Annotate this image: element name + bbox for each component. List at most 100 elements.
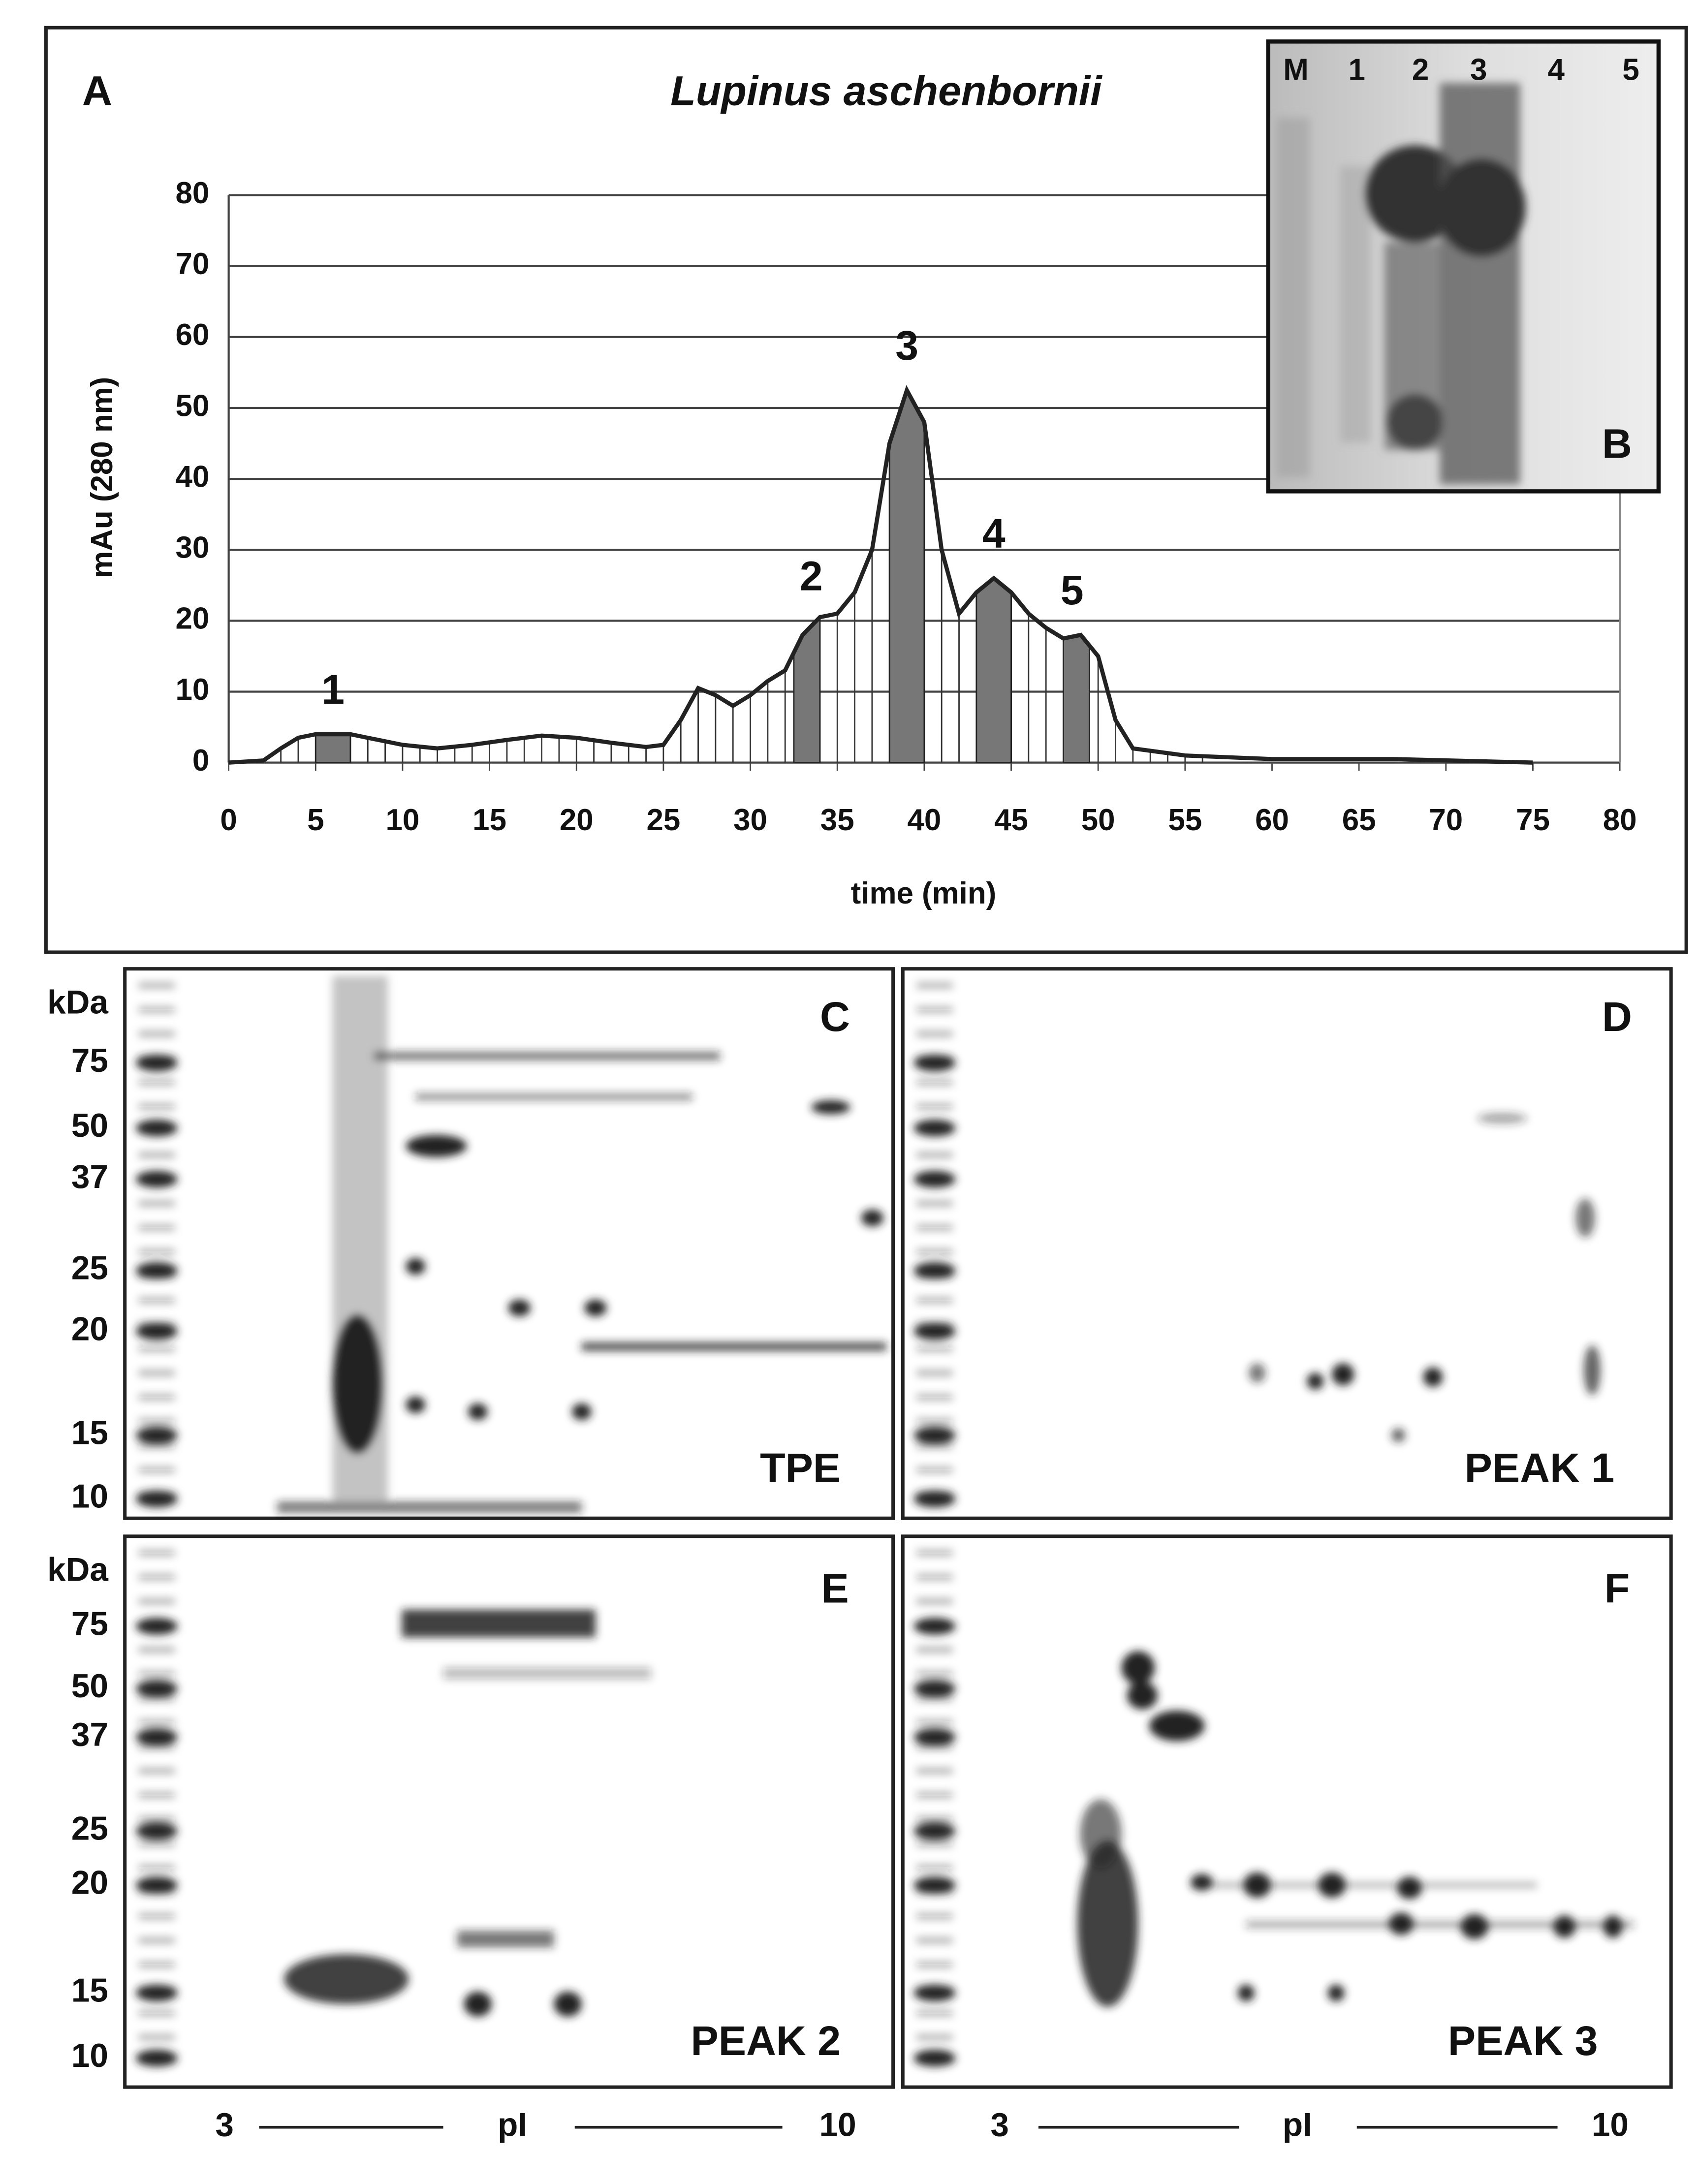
unit-label: kDa [47, 984, 108, 1021]
x-tick-label: 70 [1429, 803, 1463, 837]
ladder-band [916, 1103, 953, 1110]
pi-label: pI [1283, 2107, 1312, 2144]
ladder-band [138, 1442, 175, 1449]
ladder-band [916, 1550, 953, 1556]
marker-label: 25 [71, 1810, 108, 1847]
ladder-band [916, 1719, 953, 1725]
ladder-band [138, 1598, 175, 1604]
panel-label: A [82, 68, 112, 114]
ladder-band [138, 1744, 175, 1749]
ladder-band [913, 1490, 956, 1507]
pi-end: 10 [819, 2107, 856, 2144]
ladder-band [916, 1346, 953, 1352]
y-tick-label: 30 [175, 531, 209, 565]
ladder-band [916, 1297, 953, 1303]
ladder-band [136, 1171, 178, 1188]
marker-label: 10 [71, 1478, 108, 1515]
gel-sample-label: PEAK 3 [1448, 2018, 1598, 2064]
ladder-band [136, 1728, 178, 1746]
ladder-band [138, 1346, 175, 1352]
ladder-band [913, 1728, 956, 1746]
lane-label: 3 [1470, 53, 1487, 87]
pi-label: pI [498, 2107, 527, 2144]
ladder-band [916, 982, 953, 989]
ladder-band [916, 1937, 953, 1943]
lane-label: 5 [1622, 53, 1639, 87]
ladder-band [138, 1768, 175, 1774]
ladder-band [916, 1841, 953, 1846]
peak-label: 3 [895, 322, 918, 369]
ladder-band [916, 1007, 953, 1013]
ladder-band [138, 1792, 175, 1798]
ladder-band [138, 1816, 175, 1822]
ladder-band [138, 982, 175, 989]
y-tick-label: 10 [175, 673, 209, 707]
ladder-band [913, 1262, 956, 1279]
x-tick-label: 75 [1516, 803, 1550, 837]
ladder-band [138, 2034, 175, 2040]
ladder-band [916, 1816, 953, 1822]
marker-label: 75 [71, 1042, 108, 1079]
gel-labels: kDa 75 50 37 25 20 15 10 kDa 75 50 37 25 20 15 10 C TPE D P… [47, 984, 1632, 2144]
gel-panel-label: E [821, 1565, 849, 1612]
y-tick-label: 70 [175, 247, 209, 281]
x-tick-label: 60 [1255, 803, 1289, 837]
marker-label: 75 [71, 1605, 108, 1642]
ladder-band [916, 1418, 953, 1424]
gel-bands [1276, 83, 1526, 485]
ladder-band [138, 1418, 175, 1424]
ladder-band [138, 1224, 175, 1231]
x-axis-label: time (min) [851, 876, 997, 910]
ladder-band [136, 1262, 178, 1279]
inset-gel: B [1266, 39, 1661, 494]
ladder-band [136, 1490, 178, 1507]
peak-label: 4 [982, 510, 1006, 557]
y-tick-label: 0 [192, 744, 209, 778]
ladder-band [138, 1937, 175, 1943]
ladder-band [913, 1171, 956, 1188]
ladder-band [138, 1031, 175, 1037]
x-tick-label: 10 [386, 803, 420, 837]
x-tick-label: 35 [820, 803, 854, 837]
ladder-band [916, 1695, 953, 1701]
ladder-band [138, 1103, 175, 1110]
x-tick-label: 20 [560, 803, 594, 837]
marker-label: 37 [71, 1716, 108, 1753]
ladder-band [916, 1442, 953, 1449]
ladder-band [916, 1200, 953, 1207]
fraction-shade [888, 388, 925, 764]
x-tick-label: 0 [220, 803, 237, 837]
ladder-band [136, 1985, 178, 2001]
marker-label: 50 [71, 1107, 108, 1144]
ladder-band [138, 2010, 175, 2016]
ladder-band [916, 1574, 953, 1580]
gel-panel-label: D [1602, 994, 1632, 1040]
x-tick-label: 50 [1081, 803, 1115, 837]
marker-label: 37 [71, 1158, 108, 1195]
y-tick-label: 20 [175, 602, 209, 636]
ladder-band [916, 1865, 953, 1871]
marker-ladder [136, 982, 956, 2066]
ladder-band [138, 1467, 175, 1473]
ladder-band [916, 1962, 953, 1967]
marker-label: 50 [71, 1668, 108, 1705]
ladder-band [138, 1249, 175, 1255]
ladder-band [138, 1394, 175, 1400]
ladder-band [916, 1768, 953, 1774]
fraction-shade [793, 615, 821, 764]
x-tick-label: 25 [646, 803, 680, 837]
ladder-band [138, 1007, 175, 1013]
marker-label: 25 [71, 1250, 108, 1287]
ladder-band [136, 2050, 178, 2066]
ladder-band [138, 1200, 175, 1207]
ladder-band [138, 1152, 175, 1158]
ladder-band [138, 1370, 175, 1376]
ladder-band [913, 1323, 956, 1340]
ladder-band [913, 2050, 956, 2066]
peak-label: 1 [321, 666, 345, 713]
y-axis-label: mAu (280 nm) [85, 377, 119, 578]
peak-label: 2 [800, 553, 823, 599]
